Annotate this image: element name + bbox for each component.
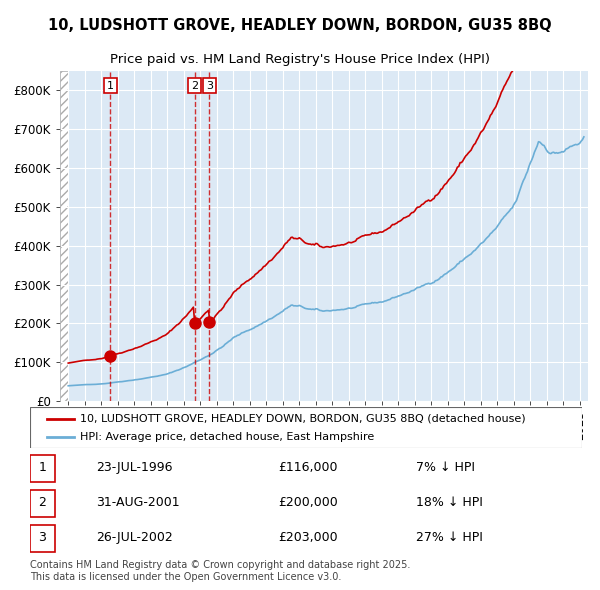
Text: £200,000: £200,000 — [278, 496, 338, 509]
Text: Price paid vs. HM Land Registry's House Price Index (HPI): Price paid vs. HM Land Registry's House … — [110, 53, 490, 66]
Text: 27% ↓ HPI: 27% ↓ HPI — [416, 530, 483, 543]
Text: 1: 1 — [38, 461, 46, 474]
Text: 31-AUG-2001: 31-AUG-2001 — [96, 496, 180, 509]
Text: 3: 3 — [206, 81, 213, 91]
FancyBboxPatch shape — [30, 490, 55, 517]
Text: HPI: Average price, detached house, East Hampshire: HPI: Average price, detached house, East… — [80, 432, 374, 442]
Text: 10, LUDSHOTT GROVE, HEADLEY DOWN, BORDON, GU35 8BQ (detached house): 10, LUDSHOTT GROVE, HEADLEY DOWN, BORDON… — [80, 414, 526, 424]
Text: 7% ↓ HPI: 7% ↓ HPI — [416, 461, 475, 474]
Text: 26-JUL-2002: 26-JUL-2002 — [96, 530, 173, 543]
Text: 2: 2 — [38, 496, 46, 509]
Text: 18% ↓ HPI: 18% ↓ HPI — [416, 496, 483, 509]
FancyBboxPatch shape — [30, 526, 55, 552]
FancyBboxPatch shape — [30, 407, 582, 448]
Text: 1: 1 — [107, 81, 114, 91]
Text: 10, LUDSHOTT GROVE, HEADLEY DOWN, BORDON, GU35 8BQ: 10, LUDSHOTT GROVE, HEADLEY DOWN, BORDON… — [48, 18, 552, 32]
FancyBboxPatch shape — [30, 455, 55, 482]
Text: 2: 2 — [191, 81, 198, 91]
Text: Contains HM Land Registry data © Crown copyright and database right 2025.
This d: Contains HM Land Registry data © Crown c… — [30, 560, 410, 582]
Text: £203,000: £203,000 — [278, 530, 338, 543]
Text: 3: 3 — [38, 530, 46, 543]
Text: £116,000: £116,000 — [278, 461, 338, 474]
Text: 23-JUL-1996: 23-JUL-1996 — [96, 461, 173, 474]
